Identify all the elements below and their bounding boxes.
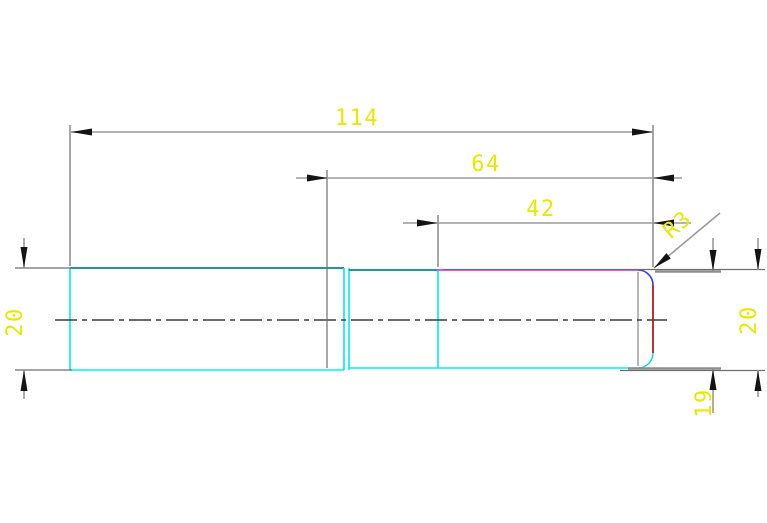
- arrowhead-icon: [653, 174, 674, 182]
- dim-left-20-label: 20: [3, 307, 28, 337]
- shaft-geometry[interactable]: [69, 267, 654, 371]
- arrowhead-icon: [632, 128, 653, 136]
- dimension-neck-diameter[interactable]: 19: [628, 238, 721, 418]
- dim-r3-label: R3: [658, 206, 697, 244]
- arrowhead-icon: [20, 247, 28, 268]
- arrowhead-icon: [754, 249, 762, 270]
- dim-right-20-label: 20: [737, 305, 762, 335]
- dimension-right-length[interactable]: 42: [403, 197, 691, 267]
- fillet-arc-top: [637, 269, 654, 286]
- dimension-left-diameter[interactable]: 20: [3, 238, 72, 399]
- arrowhead-icon: [417, 219, 438, 227]
- dim-42-label: 42: [526, 197, 556, 222]
- dim-64-label: 64: [471, 152, 501, 177]
- dimension-right-diameter[interactable]: 20: [443, 238, 765, 397]
- dimension-mid-length[interactable]: 64: [296, 152, 682, 368]
- dimension-fillet-radius[interactable]: R3: [653, 206, 721, 269]
- dim-19-label: 19: [692, 388, 717, 418]
- arrowhead-icon: [71, 128, 92, 136]
- arrowhead-icon: [653, 219, 674, 227]
- arrowhead-icon: [654, 253, 671, 268]
- fillet-arc-bottom: [637, 352, 654, 369]
- arrowhead-icon: [754, 370, 762, 391]
- dimension-overall-length[interactable]: 114: [69, 106, 654, 267]
- arrowhead-icon: [20, 370, 28, 391]
- arrowhead-icon: [709, 369, 717, 390]
- dim-114-label: 114: [335, 106, 379, 131]
- arrowhead-icon: [307, 174, 328, 182]
- arrowhead-icon: [709, 250, 717, 271]
